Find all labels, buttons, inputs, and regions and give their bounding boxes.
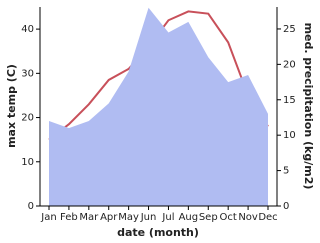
x-tick-label: May [118, 212, 139, 223]
y2-tick-label: 20 [283, 59, 296, 70]
y2-tick-label: 10 [283, 130, 296, 141]
y2-tick-label: 5 [283, 166, 289, 177]
y-tick-label: 10 [21, 157, 34, 168]
x-tick-label: Nov [238, 212, 258, 223]
y-tick-label: 0 [28, 201, 34, 212]
x-tick-label: Feb [60, 212, 78, 223]
x-axis-label: date (month) [117, 226, 199, 239]
y2-tick-label: 15 [283, 95, 296, 106]
x-tick-label: Aug [179, 212, 199, 223]
x-tick-label: Jan [40, 212, 56, 223]
y2-tick-label: 25 [283, 24, 296, 35]
y-tick-label: 40 [21, 24, 34, 35]
x-tick-label: Apr [100, 212, 118, 223]
x-tick-label: Oct [220, 212, 237, 223]
y-tick-label: 20 [21, 113, 34, 124]
x-tick-label: Jun [140, 212, 157, 223]
y2-tick-label: 0 [283, 201, 289, 212]
x-tick-label: Jul [161, 212, 174, 223]
precip-area [49, 7, 268, 206]
y2-axis-label: med. precipitation (kg/m2) [302, 23, 315, 190]
x-tick-label: Mar [79, 212, 99, 223]
x-tick-label: Sep [199, 212, 218, 223]
y-tick-label: 30 [21, 68, 34, 79]
x-tick-label: Dec [258, 212, 277, 223]
y-axis-label: max temp (C) [5, 64, 18, 148]
